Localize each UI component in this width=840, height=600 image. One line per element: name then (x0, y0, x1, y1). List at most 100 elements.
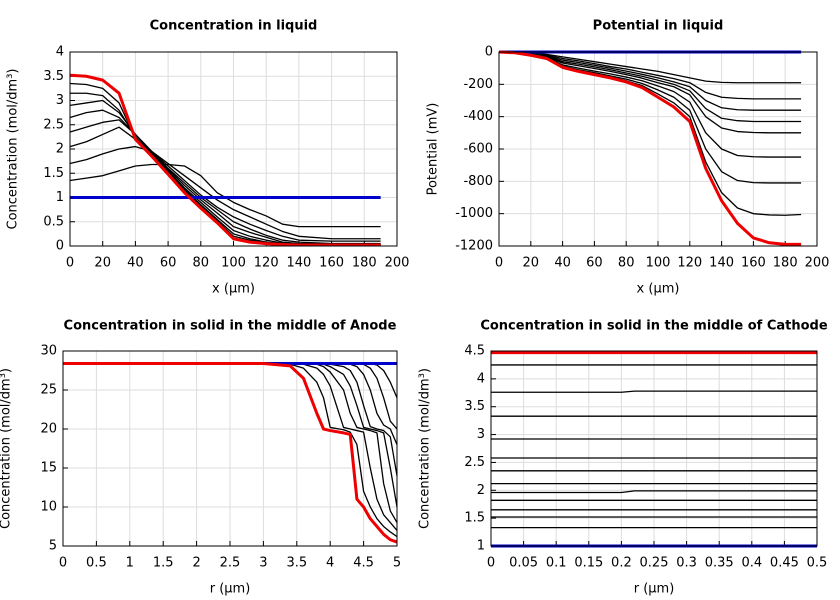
plot-frame (69, 51, 398, 247)
series-line (63, 362, 398, 538)
series-line (69, 163, 381, 228)
x-tick-label: 120 (677, 256, 702, 271)
x-tick-label: 120 (254, 256, 279, 271)
x-tick-label: 140 (286, 256, 311, 271)
series-line (69, 126, 381, 242)
series-line (498, 51, 802, 158)
chart-title: Potential in liquid (593, 19, 724, 34)
y-tick-label: 3 (477, 427, 485, 442)
x-axis-label: r (µm) (210, 582, 251, 597)
plot-frame (498, 51, 818, 247)
y-tick-label: 4 (477, 371, 485, 386)
x-tick-label: 20 (94, 256, 111, 271)
y-tick-label: 2.5 (43, 117, 64, 132)
x-tick-label: 160 (741, 256, 766, 271)
x-tick-label: 0 (66, 256, 74, 271)
x-tick-label: 5 (393, 556, 401, 571)
series-line (491, 390, 817, 393)
x-tick-label: 0 (495, 256, 503, 271)
y-tick-label: 4.5 (464, 344, 485, 359)
x-tick-label: 0.3 (676, 556, 697, 571)
x-tick-label: 0.45 (770, 556, 799, 571)
series-line (69, 145, 381, 240)
x-tick-label: 80 (193, 256, 210, 271)
series-line (491, 490, 817, 494)
x-tick-label: 1.5 (153, 556, 174, 571)
chart-title: Concentration in liquid (150, 19, 318, 34)
series-line (498, 50, 802, 246)
series-line (69, 119, 381, 245)
x-tick-label: 2 (192, 556, 200, 571)
x-tick-label: 0.5 (807, 556, 828, 571)
series-line (69, 73, 381, 247)
series-line (69, 109, 381, 245)
x-tick-label: 20 (523, 256, 540, 271)
y-axis-label: Potential (mV) (426, 103, 441, 196)
series-line (63, 361, 398, 544)
chart-title: Concentration in solid in the middle of … (64, 319, 397, 334)
x-tick-label: 0.2 (611, 556, 632, 571)
y-tick-label: 15 (40, 461, 57, 476)
x-tick-label: 4 (326, 556, 334, 571)
y-tick-label: -200 (463, 77, 493, 92)
series-line (498, 51, 802, 134)
y-tick-label: 3 (56, 93, 64, 108)
y-tick-label: 3.5 (43, 69, 64, 84)
y-tick-label: 2 (477, 483, 485, 498)
y-tick-label: -400 (463, 109, 493, 124)
x-tick-label: 200 (805, 256, 830, 271)
y-tick-label: -600 (463, 142, 493, 157)
x-tick-label: 3.5 (286, 556, 307, 571)
y-tick-label: 25 (40, 383, 57, 398)
y-tick-label: 0 (56, 239, 64, 254)
y-tick-label: 20 (40, 422, 57, 437)
y-tick-label: -1000 (455, 206, 493, 221)
y-tick-label: -1200 (455, 239, 493, 254)
x-axis-label: x (µm) (637, 282, 680, 297)
series-line (498, 51, 802, 100)
x-tick-label: 40 (127, 256, 144, 271)
x-tick-label: 200 (385, 256, 410, 271)
series-line (498, 51, 802, 184)
x-tick-label: 0 (487, 556, 495, 571)
y-axis-label: Concentration (mol/dm³) (0, 368, 14, 529)
y-tick-label: 1 (56, 190, 64, 205)
x-tick-label: 0.5 (86, 556, 107, 571)
x-axis-label: r (µm) (634, 582, 675, 597)
x-tick-label: 1 (126, 556, 134, 571)
series-line (69, 99, 381, 246)
x-axis-label: x (µm) (212, 282, 255, 297)
plot-frame (490, 350, 818, 547)
x-tick-label: 0.15 (574, 556, 603, 571)
chart-title: Concentration in solid in the middle of … (480, 319, 828, 334)
y-tick-label: -800 (463, 174, 493, 189)
x-tick-label: 0.1 (546, 556, 567, 571)
x-tick-label: 0.25 (640, 556, 669, 571)
x-tick-label: 180 (352, 256, 377, 271)
x-tick-label: 0 (59, 556, 67, 571)
x-tick-label: 4.5 (353, 556, 374, 571)
x-tick-label: 160 (319, 256, 344, 271)
series-line (498, 51, 802, 84)
x-tick-label: 2.5 (220, 556, 241, 571)
y-tick-label: 0.5 (43, 214, 64, 229)
y-tick-label: 0 (485, 45, 493, 60)
y-tick-label: 30 (40, 344, 57, 359)
y-axis-label: Concentration (mol/dm³) (6, 69, 21, 230)
x-tick-label: 100 (646, 256, 671, 271)
y-tick-label: 1 (477, 539, 485, 554)
x-tick-label: 0.35 (705, 556, 734, 571)
x-tick-label: 100 (221, 256, 246, 271)
y-tick-label: 3.5 (464, 399, 485, 414)
y-tick-label: 2.5 (464, 455, 485, 470)
x-tick-label: 3 (259, 556, 267, 571)
y-tick-label: 2 (56, 142, 64, 157)
y-tick-label: 10 (40, 500, 57, 515)
plot-frame (62, 350, 398, 547)
y-axis-label: Concentration (mol/dm³) (418, 368, 433, 529)
x-tick-label: 140 (709, 256, 734, 271)
y-tick-label: 1.5 (43, 166, 64, 181)
x-tick-label: 0.4 (741, 556, 762, 571)
x-tick-label: 180 (773, 256, 798, 271)
x-tick-label: 40 (554, 256, 571, 271)
